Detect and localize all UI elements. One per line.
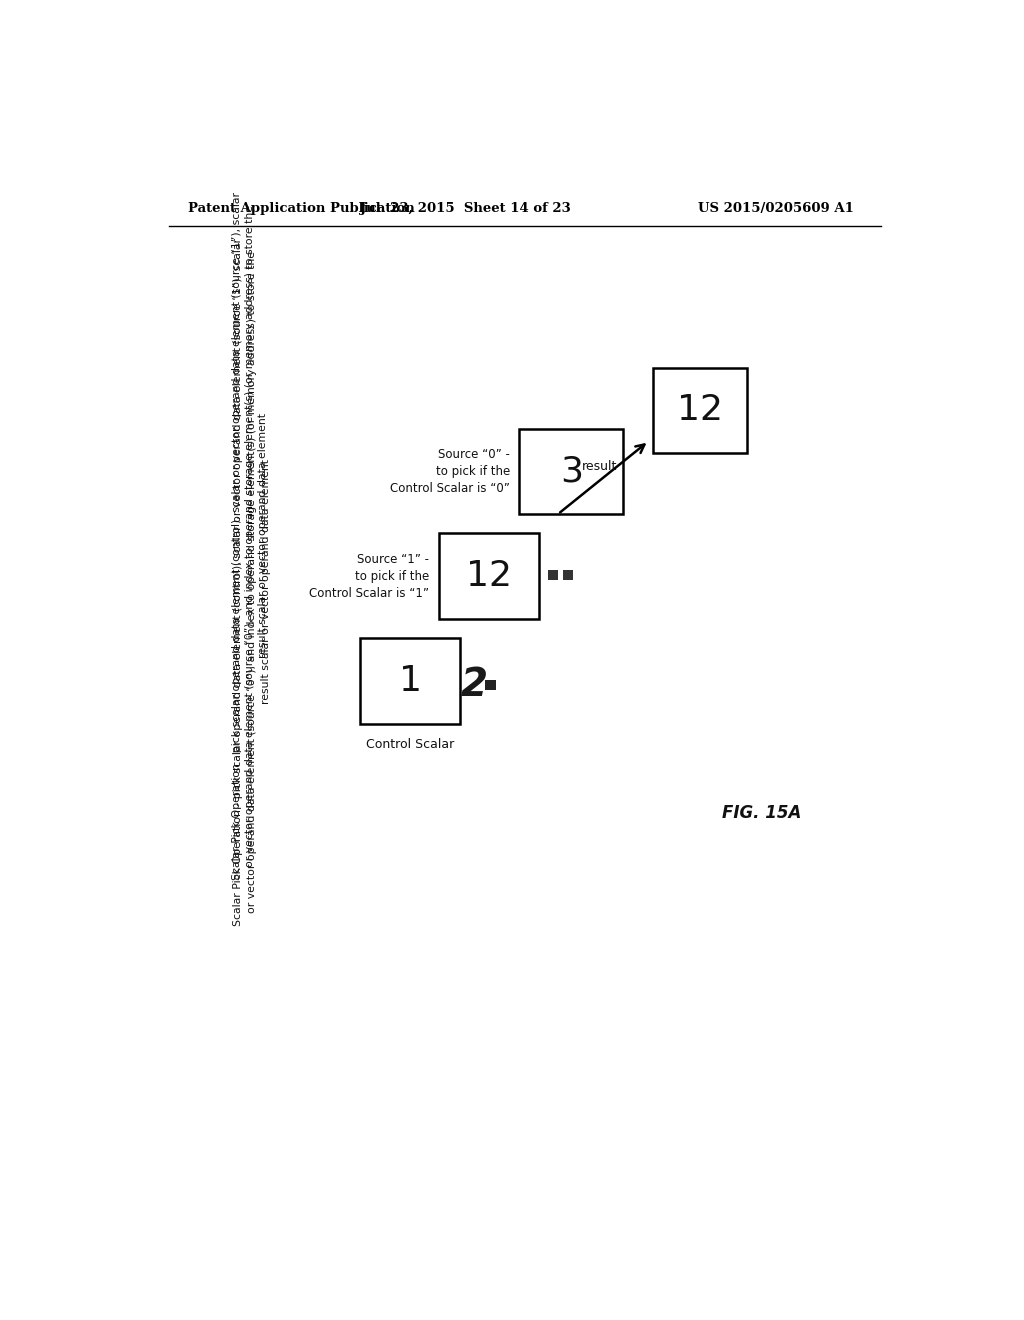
Bar bbox=[360, 638, 460, 725]
Text: FIG. 15A: FIG. 15A bbox=[722, 804, 802, 822]
Bar bbox=[548, 570, 558, 579]
Text: 12: 12 bbox=[466, 560, 512, 593]
Text: Control Scalar: Control Scalar bbox=[366, 738, 455, 751]
Text: Source “1” -
to pick if the
Control Scalar is “1”: Source “1” - to pick if the Control Scal… bbox=[309, 553, 429, 599]
Text: Source “0” -
to pick if the
Control Scalar is “0”: Source “0” - to pick if the Control Scal… bbox=[390, 449, 510, 495]
Bar bbox=[652, 368, 746, 453]
Text: 2: 2 bbox=[461, 667, 487, 704]
Text: Scalar Pick Operation - pick scalar operand data element (control), scalar or ve: Scalar Pick Operation - pick scalar oper… bbox=[231, 191, 268, 879]
Bar bbox=[519, 429, 624, 515]
Text: Jul. 23, 2015  Sheet 14 of 23: Jul. 23, 2015 Sheet 14 of 23 bbox=[360, 202, 571, 215]
Text: 12: 12 bbox=[677, 393, 723, 428]
Bar bbox=[484, 680, 496, 690]
Bar bbox=[438, 533, 539, 619]
Text: Patent Application Publication: Patent Application Publication bbox=[188, 202, 415, 215]
Text: 1: 1 bbox=[398, 664, 422, 698]
Bar bbox=[563, 570, 573, 579]
Text: result: result bbox=[582, 459, 617, 473]
Text: US 2015/0205609 A1: US 2015/0205609 A1 bbox=[698, 202, 854, 215]
Text: Scalar Pick Operation - pick scalar operand data element (control), scalar or ve: Scalar Pick Operation - pick scalar oper… bbox=[233, 238, 271, 925]
Text: 3: 3 bbox=[560, 455, 583, 488]
